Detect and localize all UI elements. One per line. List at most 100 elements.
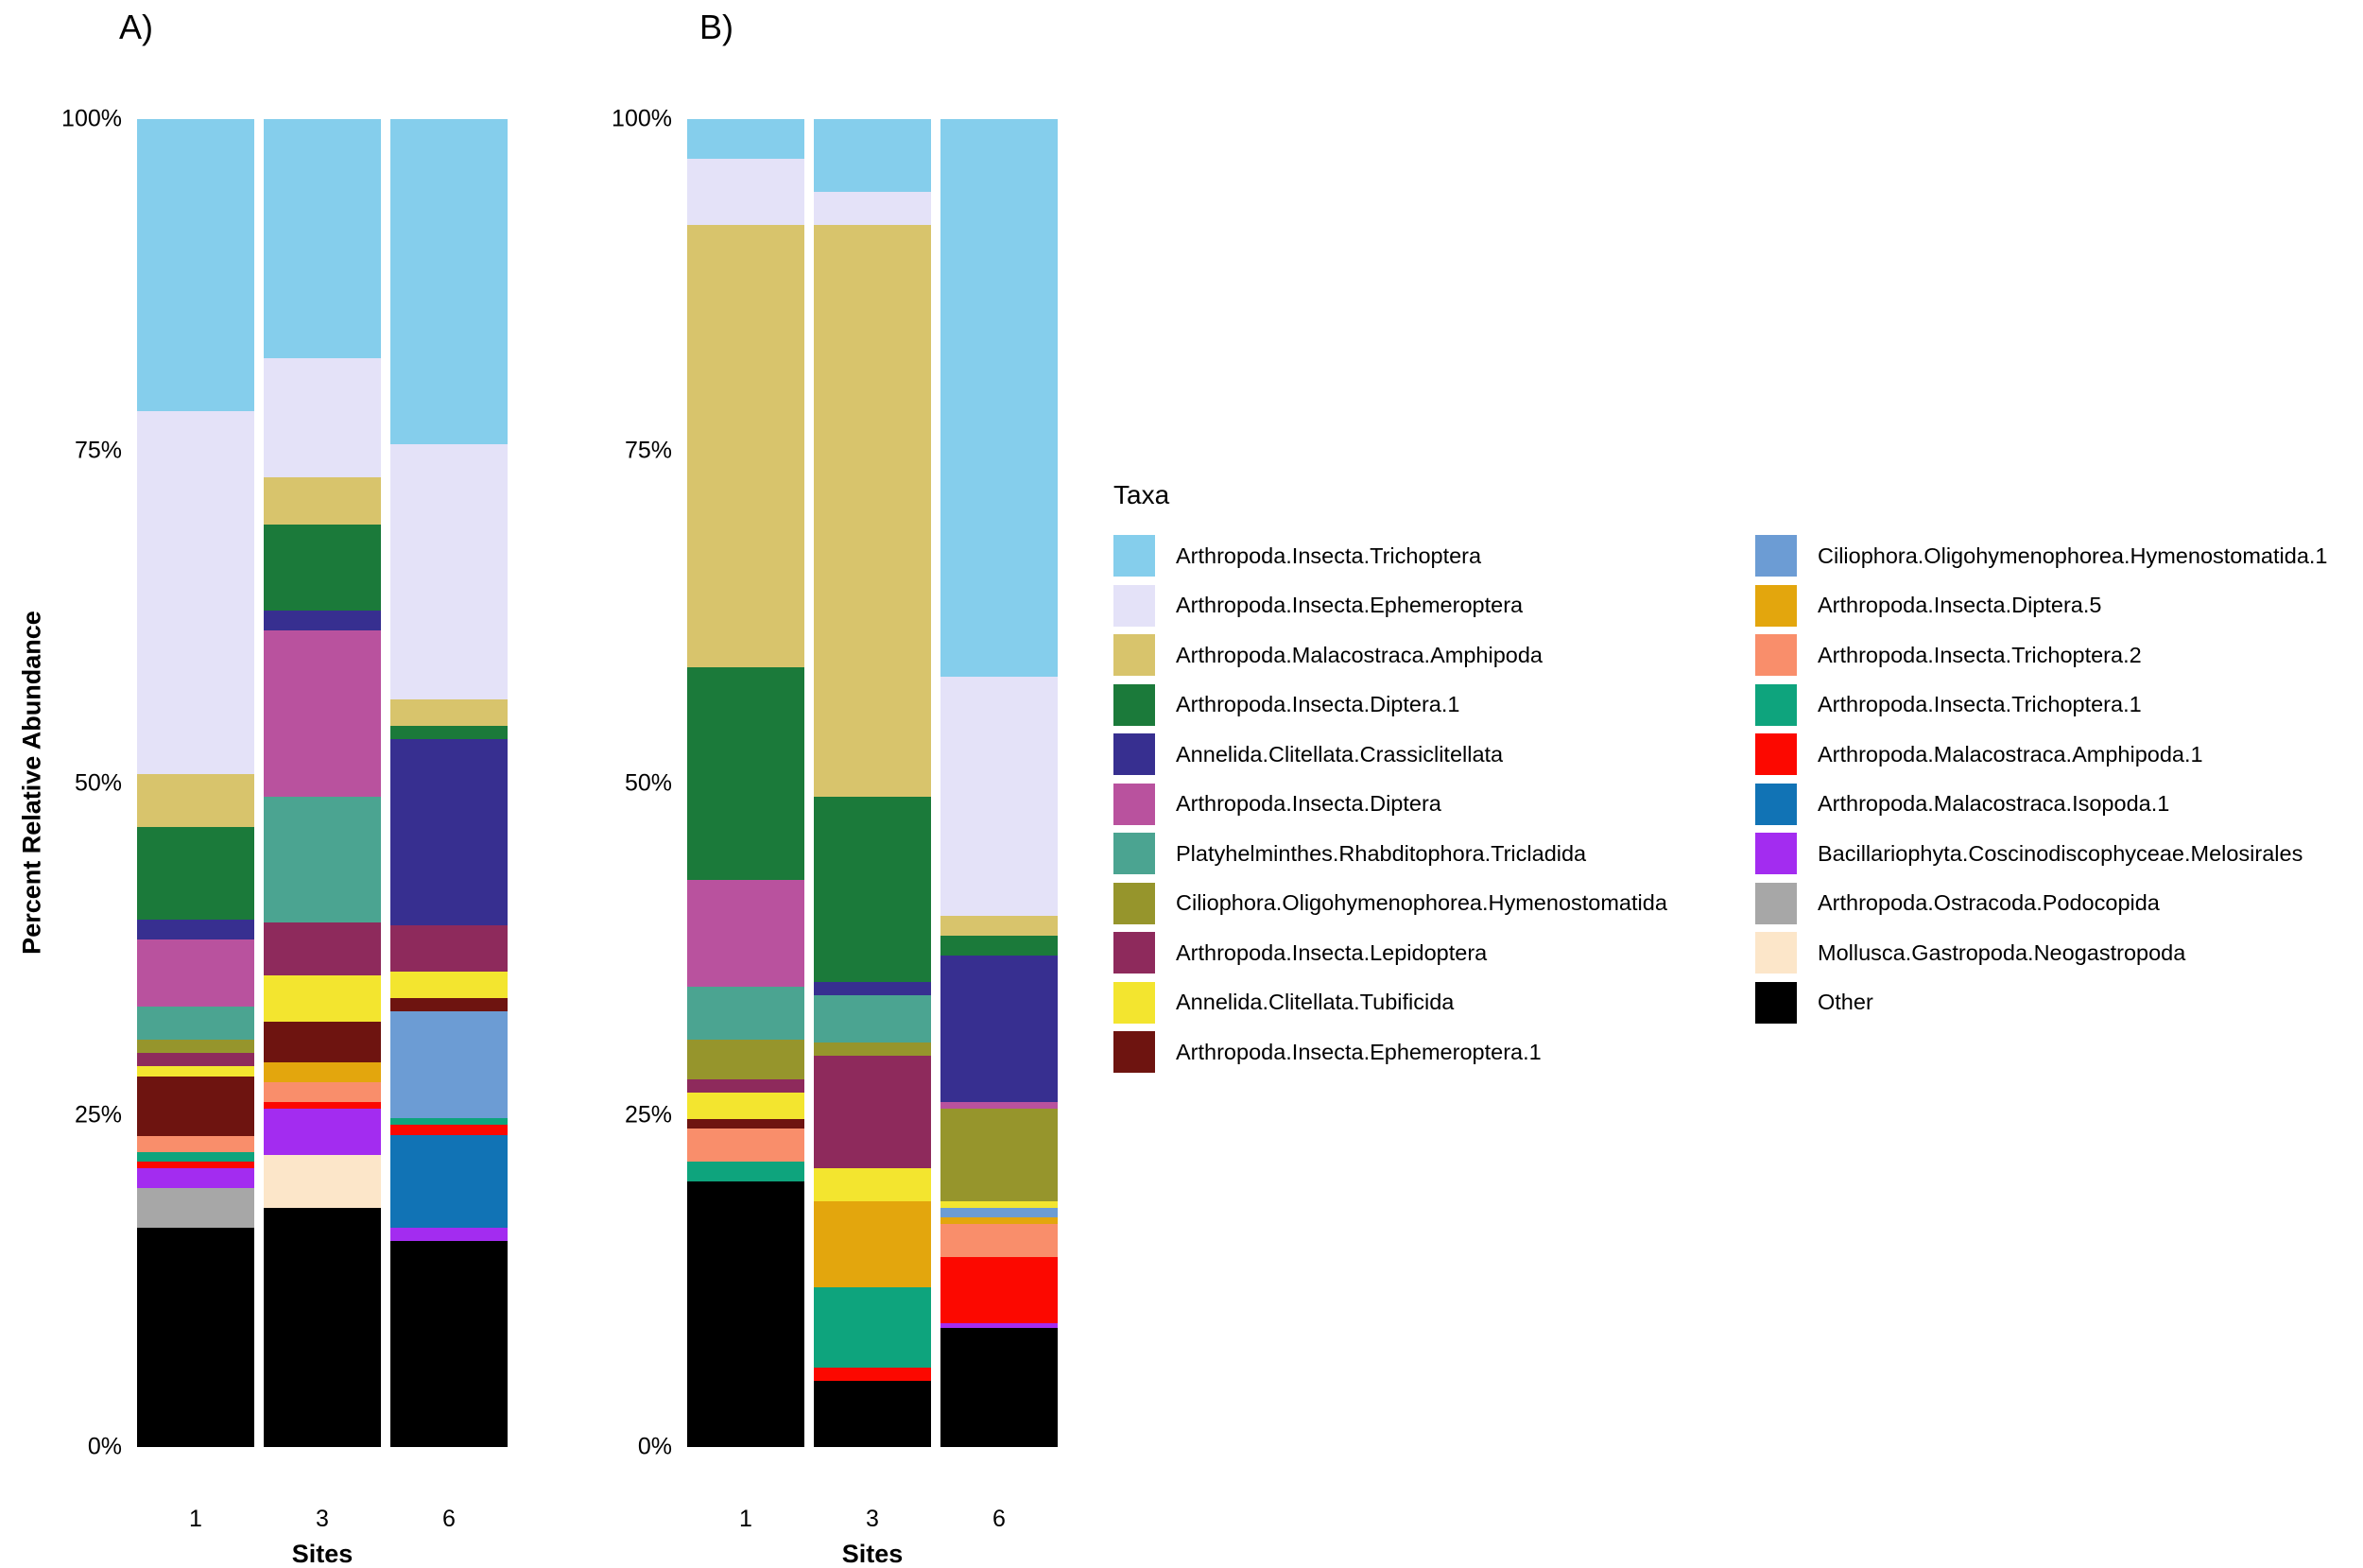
- bar-segment: [137, 119, 254, 412]
- bar-segment: [264, 1208, 381, 1447]
- bar-segment: [687, 225, 804, 668]
- bar-segment: [687, 1118, 804, 1129]
- legend-item: Arthropoda.Insecta.Ephemeroptera: [1113, 584, 1755, 627]
- legend-item: Arthropoda.Insecta.Ephemeroptera.1: [1113, 1031, 1755, 1073]
- bar-segment: [940, 956, 1058, 1102]
- stacked-bar-site-3: [814, 119, 931, 1447]
- legend-item: Arthropoda.Ostracoda.Podocopida: [1755, 882, 2328, 924]
- bar-segment: [264, 975, 381, 1023]
- stacked-bar-site-6: [940, 119, 1058, 1447]
- bar-segment: [940, 1201, 1058, 1209]
- bar-segment: [940, 119, 1058, 678]
- legend-label: Arthropoda.Insecta.Diptera: [1176, 791, 1441, 816]
- bar-segment: [264, 922, 381, 976]
- bar-segment: [814, 1367, 931, 1381]
- y-tick-label: 50%: [624, 769, 672, 796]
- legend-item: Arthropoda.Insecta.Lepidoptera: [1113, 932, 1755, 974]
- bar-segment: [264, 1101, 381, 1109]
- legend-item: Annelida.Clitellata.Crassiclitellata: [1113, 733, 1755, 775]
- bar-segment: [814, 982, 931, 996]
- bar-segment: [687, 1161, 804, 1181]
- bar-segment: [814, 1201, 931, 1288]
- bar-segment: [940, 1323, 1058, 1328]
- legend-swatch: [1755, 882, 1797, 924]
- bar-segment: [687, 159, 804, 226]
- bar-segment: [390, 1134, 508, 1229]
- bar-segment: [687, 1181, 804, 1447]
- y-tick-label: 25%: [74, 1101, 122, 1129]
- bar-segment: [390, 1011, 508, 1118]
- bar-segment: [940, 1257, 1058, 1324]
- y-tick-label: 100%: [61, 105, 122, 132]
- bar-segment: [940, 677, 1058, 917]
- bar-segment: [137, 939, 254, 1007]
- bar-segment: [687, 1092, 804, 1119]
- panel-a: 0% 25% 50% 75% 100% 1 3 6 Sites: [61, 107, 508, 1568]
- legend-swatch: [1755, 981, 1797, 1024]
- plot-area-a: [137, 119, 508, 1447]
- bar-segment: [390, 972, 508, 999]
- bar-segment: [390, 739, 508, 925]
- bar-segment: [137, 1052, 254, 1066]
- legend-item: Arthropoda.Insecta.Trichoptera.1: [1755, 683, 2328, 726]
- legend-label: Bacillariophyta.Coscinodiscophyceae.Melo…: [1818, 840, 2303, 866]
- bar-segment: [814, 192, 931, 226]
- bar-segment: [137, 1077, 254, 1137]
- legend-swatch: [1755, 733, 1797, 775]
- bar-segment: [940, 1101, 1058, 1109]
- legend-swatch: [1755, 783, 1797, 825]
- legend-swatch: [1755, 833, 1797, 874]
- bar-segment: [390, 119, 508, 445]
- y-tick-label: 75%: [74, 437, 122, 464]
- x-tick-label: 3: [316, 1506, 329, 1532]
- bar-segment: [940, 936, 1058, 956]
- bar-segment: [264, 1061, 381, 1082]
- bar-segment: [687, 119, 804, 160]
- panel-b: 0% 25% 50% 75% 100% 1 3 6 Sites: [612, 107, 1058, 1568]
- stacked-bar-site-6: [390, 119, 508, 1447]
- x-tick-label: 6: [442, 1506, 456, 1532]
- legend-swatch: [1113, 882, 1155, 924]
- legend-label: Arthropoda.Malacostraca.Amphipoda.1: [1818, 741, 2203, 767]
- legend-label: Arthropoda.Insecta.Trichoptera: [1176, 543, 1482, 568]
- legend-item: Arthropoda.Malacostraca.Amphipoda.1: [1755, 733, 2328, 775]
- bar-segment: [814, 119, 931, 193]
- legend-label: Arthropoda.Ostracoda.Podocopida: [1818, 890, 2160, 915]
- legend-swatch: [1755, 683, 1797, 726]
- legend-label: Arthropoda.Malacostraca.Isopoda.1: [1818, 791, 2170, 816]
- legend-col-1: Arthropoda.Insecta.Trichoptera Arthropoda…: [1113, 535, 1755, 1073]
- legend-label: Arthropoda.Malacostraca.Amphipoda: [1176, 642, 1543, 667]
- legend: Taxa Arthropoda.Insecta.Trichoptera Arthr…: [1113, 480, 2328, 1073]
- stacked-bar-site-1: [137, 119, 254, 1447]
- panel-a-label: A): [119, 8, 153, 46]
- bar-segment: [264, 1154, 381, 1209]
- legend-swatch: [1113, 634, 1155, 676]
- y-tick-label: 0%: [637, 1433, 672, 1460]
- bar-segment: [940, 1327, 1058, 1447]
- legend-item: Arthropoda.Malacostraca.Isopoda.1: [1755, 783, 2328, 825]
- bar-segment: [814, 1042, 931, 1056]
- bar-segment: [264, 358, 381, 478]
- legend-item: Arthropoda.Malacostraca.Amphipoda: [1113, 634, 1755, 676]
- bar-segment: [264, 119, 381, 359]
- bar-segment: [137, 1188, 254, 1229]
- legend-label: Arthropoda.Insecta.Trichoptera.2: [1818, 642, 2142, 667]
- legend-item: Bacillariophyta.Coscinodiscophyceae.Melo…: [1755, 833, 2328, 874]
- stacked-bar-site-1: [687, 119, 804, 1447]
- x-axis-ticks-a: 1 3 6: [137, 1506, 508, 1533]
- legend-item: Other: [1755, 981, 2328, 1024]
- y-axis-ticks-a: 0% 25% 50% 75% 100%: [0, 107, 122, 1458]
- legend-item: Mollusca.Gastropoda.Neogastropoda: [1755, 932, 2328, 974]
- legend-label: Arthropoda.Insecta.Diptera.1: [1176, 692, 1460, 716]
- legend-label: Arthropoda.Insecta.Ephemeroptera.1: [1176, 1039, 1542, 1064]
- bar-segment: [137, 1039, 254, 1053]
- legend-item: Arthropoda.Insecta.Diptera.5: [1755, 584, 2328, 627]
- bar-segment: [137, 1228, 254, 1447]
- bar-segment: [264, 796, 381, 923]
- x-tick-label: 1: [189, 1506, 202, 1532]
- bar-segment: [687, 1039, 804, 1079]
- legend-swatch: [1755, 535, 1797, 577]
- legend-item: Ciliophora.Oligohymenophorea.Hymenostoma…: [1755, 535, 2328, 577]
- bar-segment: [137, 773, 254, 827]
